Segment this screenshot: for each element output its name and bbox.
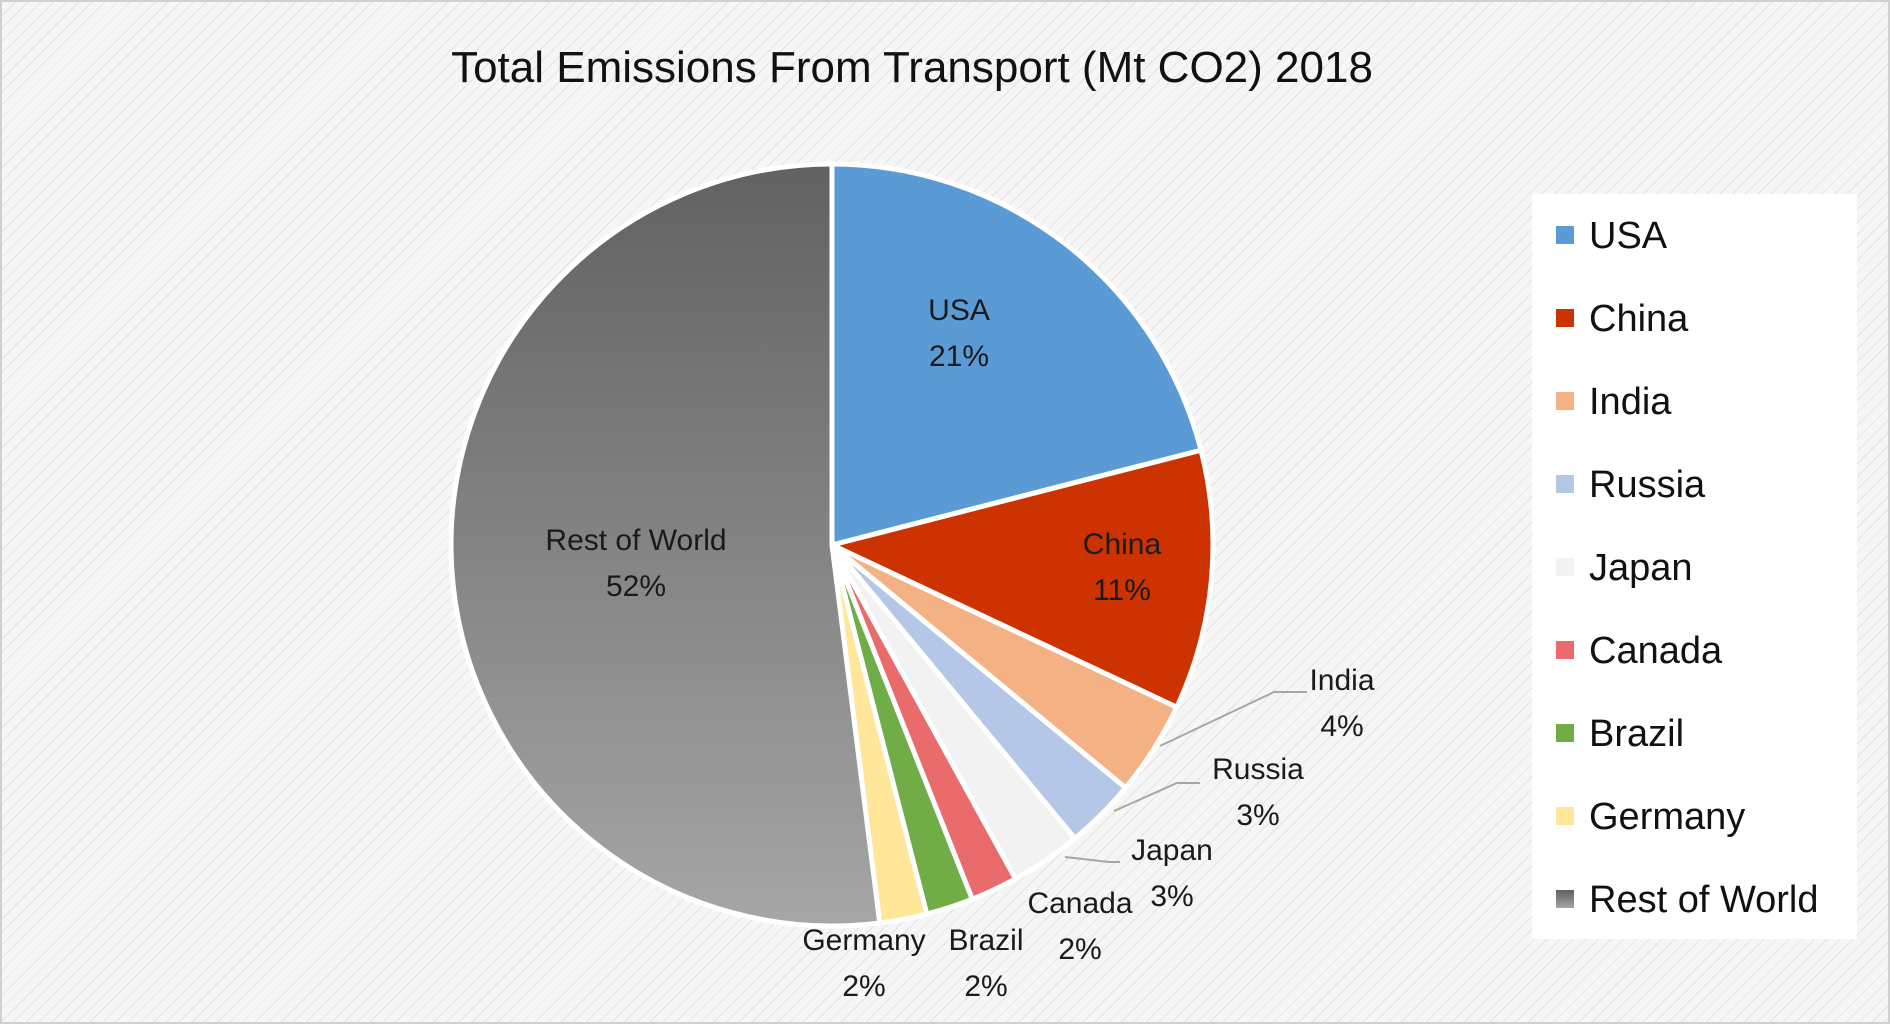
legend-box — [1532, 194, 1857, 939]
slice-label-usa: USA — [928, 294, 990, 327]
legend-swatch-usa — [1556, 226, 1574, 244]
legend-swatch-japan — [1556, 558, 1574, 576]
slice-label-canada: Canada — [1027, 887, 1132, 920]
legend-label-china: China — [1589, 298, 1689, 340]
slice-label-china: China — [1083, 528, 1162, 561]
legend-label-usa: USA — [1589, 215, 1668, 257]
chart-title: Total Emissions From Transport (Mt CO2) … — [451, 43, 1373, 92]
slice-percent-russia: 3% — [1236, 799, 1279, 832]
legend-label-brazil: Brazil — [1589, 713, 1684, 755]
slice-label-brazil: Brazil — [948, 924, 1023, 957]
legend-swatch-india — [1556, 392, 1574, 410]
slice-usa — [829, 161, 1204, 548]
legend: USA China India Russia Japan Canada Brazil Germ… — [1556, 215, 1818, 921]
slice-percent-china: 11% — [1093, 574, 1151, 607]
slice-percent-usa: 21% — [929, 340, 989, 373]
slice-label-japan: Japan — [1131, 834, 1213, 867]
pie-slices — [448, 161, 1216, 929]
legend-swatch-rest-of-world — [1556, 890, 1574, 908]
slice-rest-of-world — [448, 161, 883, 929]
legend-label-rest-of-world: Rest of World — [1589, 879, 1818, 921]
legend-label-canada: Canada — [1589, 630, 1723, 672]
slice-percent-brazil: 2% — [964, 970, 1007, 1003]
slice-labels: USA 21% China 11% India 4% Russia 3% Japan 3% Cana… — [545, 294, 1374, 1003]
slice-label-india: India — [1309, 664, 1374, 697]
legend-swatch-russia — [1556, 475, 1574, 493]
slice-label-russia: Russia — [1212, 753, 1304, 786]
legend-swatch-germany — [1556, 807, 1574, 825]
legend-swatch-brazil — [1556, 724, 1574, 742]
slice-percent-canada: 2% — [1058, 933, 1101, 966]
legend-label-india: India — [1589, 381, 1672, 423]
legend-swatch-china — [1556, 309, 1574, 327]
legend-label-russia: Russia — [1589, 464, 1706, 506]
slice-percent-germany: 2% — [842, 970, 885, 1003]
leader-line-india — [1159, 691, 1307, 747]
slice-percent-rest-of-world: 52% — [606, 570, 666, 603]
slice-label-rest-of-world: Rest of World — [545, 524, 726, 557]
slice-china — [829, 447, 1216, 710]
leader-lines — [1064, 691, 1307, 863]
slice-percent-india: 4% — [1320, 710, 1363, 743]
slice-label-germany: Germany — [802, 924, 925, 957]
legend-label-germany: Germany — [1589, 796, 1745, 838]
leader-line-japan — [1064, 856, 1120, 863]
legend-label-japan: Japan — [1589, 547, 1693, 589]
legend-swatch-canada — [1556, 641, 1574, 659]
slice-percent-japan: 3% — [1150, 880, 1193, 913]
leader-line-russia — [1113, 782, 1200, 812]
